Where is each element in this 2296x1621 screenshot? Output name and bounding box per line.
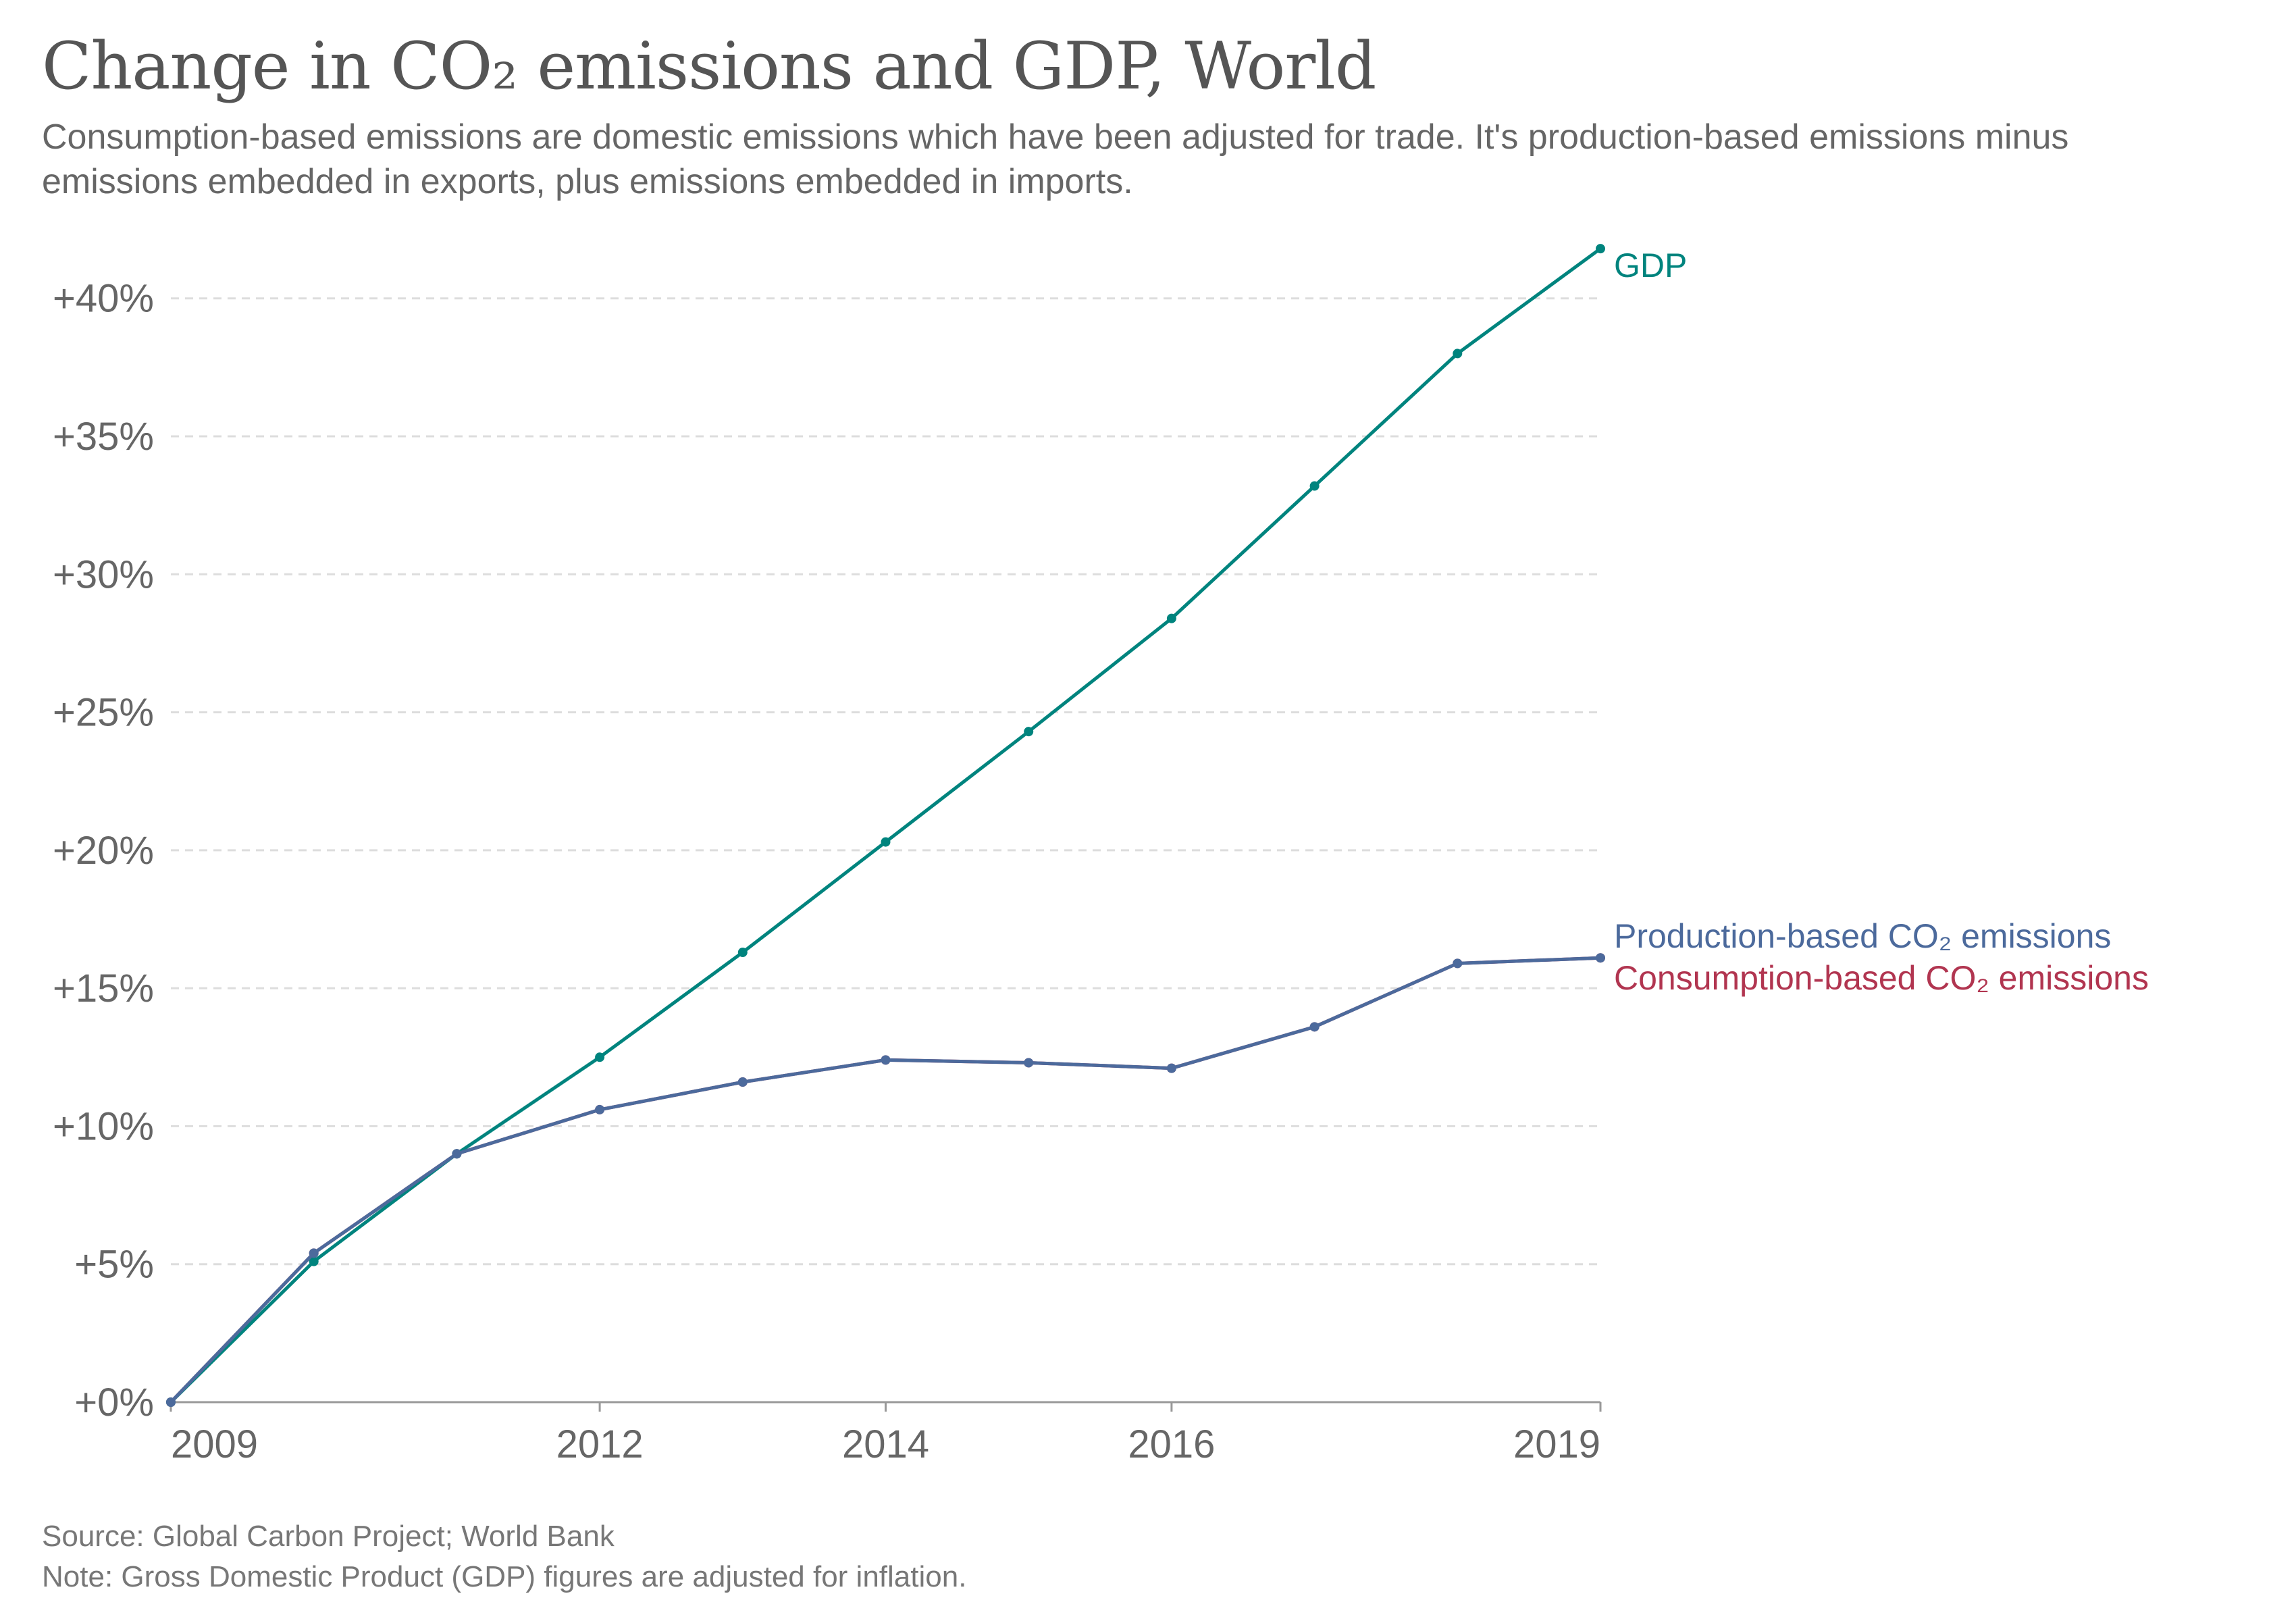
data-point-production [1309,1022,1320,1032]
data-point-gdp [1453,349,1463,359]
data-point-gdp [1309,481,1320,491]
chart-title: Change in CO₂ emissions and GDP, World [42,28,1376,104]
source-text: Source: Global Carbon Project; World Ban… [42,1520,615,1553]
data-point-production [309,1248,319,1258]
data-point-production [737,1077,748,1087]
x-tick-label: 2009 [171,1422,258,1466]
note-text: Note: Gross Domestic Product (GDP) figur… [42,1560,967,1593]
data-point-production [1596,953,1605,963]
x-tick-label: 2019 [1513,1422,1600,1466]
data-point-gdp [1024,727,1034,737]
x-axis-ticks: 2009 2012 2014 2016 2019 [169,1402,1602,1466]
chart-footer: Source: Global Carbon Project; World Ban… [42,1516,966,1597]
y-tick-label: +10% [53,1104,154,1148]
series-labels: GDP Production-based CO₂ emissions Consump… [1614,247,2149,997]
data-point-production [452,1149,462,1159]
series-line-gdp [169,247,1602,1404]
x-tick-label: 2014 [842,1422,929,1466]
data-point-gdp [595,1052,605,1062]
data-point-production [595,1104,605,1114]
y-tick-label: +5% [74,1243,154,1287]
data-point-production [1166,1063,1176,1073]
data-point-gdp [1596,244,1605,254]
line-chart: +0%+5%+10%+15%+20%+25%+30%+35%+40% 2009 2… [53,244,2149,1466]
data-point-gdp [737,948,748,958]
y-tick-label: +25% [53,691,154,735]
y-tick-label: +40% [53,277,154,321]
series-label-gdp: GDP [1614,247,1687,284]
data-point-gdp [881,837,891,847]
x-tick-label: 2012 [556,1422,644,1466]
y-tick-label: +0% [74,1381,154,1424]
chart-subtitle: Consumption-based emissions are domestic… [42,118,2069,201]
data-point-production [1024,1058,1034,1068]
y-axis-ticks: +0% +5% +10% +15% +20% +25% +30% +35% +40% [53,277,154,1424]
data-point-gdp [1166,613,1176,623]
series-line-consumption [169,956,1601,1404]
y-tick-label: +15% [53,967,154,1010]
series-line-production [169,956,1601,1404]
series-lines [166,244,1605,1407]
series-label-consumption: Consumption-based CO₂ emissions [1614,959,2149,997]
y-tick-label: +35% [53,415,154,459]
data-point-production [881,1055,891,1065]
data-point-production [166,1397,176,1407]
x-tick-label: 2016 [1128,1422,1215,1466]
data-point-gdp [309,1256,319,1266]
y-tick-label: +20% [53,829,154,873]
gridlines [171,297,1600,1266]
data-point-production [1453,958,1463,969]
series-label-production: Production-based CO₂ emissions [1614,917,2111,955]
y-tick-label: +30% [53,552,154,596]
